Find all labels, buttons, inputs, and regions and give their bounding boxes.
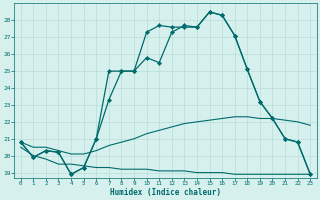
- X-axis label: Humidex (Indice chaleur): Humidex (Indice chaleur): [110, 188, 221, 197]
